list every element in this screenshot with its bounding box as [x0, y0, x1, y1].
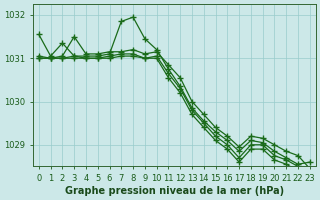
X-axis label: Graphe pression niveau de la mer (hPa): Graphe pression niveau de la mer (hPa): [65, 186, 284, 196]
